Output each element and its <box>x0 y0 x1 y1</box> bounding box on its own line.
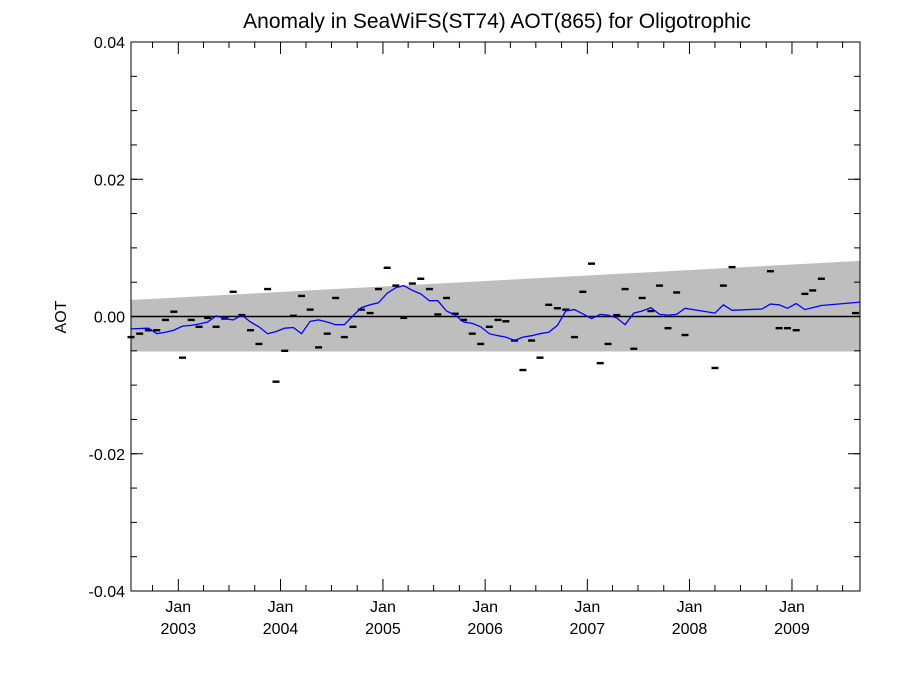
x-tick-label-year: 2006 <box>467 621 503 638</box>
y-tick-label: 0.02 <box>94 172 125 189</box>
x-tick-label-month: Jan <box>268 599 294 616</box>
y-axis-label: AOT <box>53 300 70 333</box>
x-tick-label-month: Jan <box>574 599 600 616</box>
chart-title: Anomaly in SeaWiFS(ST74) AOT(865) for Ol… <box>243 10 751 33</box>
x-tick-label-year: 2005 <box>365 621 401 638</box>
x-tick-label-month: Jan <box>779 599 805 616</box>
y-tick-label: -0.02 <box>89 447 126 464</box>
plot-area: 0.04 0.02 0.00 -0.02 -0.04 Jan 2003 Jan 2004 Jan 2… <box>89 35 861 638</box>
x-tick-label-month: Jan <box>370 599 396 616</box>
y-tick-label: 0.04 <box>94 35 125 52</box>
x-tick-label-year: 2008 <box>672 621 708 638</box>
x-tick-label-year: 2004 <box>263 621 299 638</box>
x-tick-label-month: Jan <box>677 599 703 616</box>
x-tick-label-year: 2003 <box>161 621 197 638</box>
y-tick-label: -0.04 <box>89 584 126 601</box>
x-tick-label-year: 2007 <box>570 621 606 638</box>
x-tick-label-month: Jan <box>165 599 191 616</box>
y-tick-label: 0.00 <box>94 310 125 327</box>
series-line <box>130 284 861 342</box>
uncertainty-band <box>131 260 860 352</box>
x-tick-label-year: 2009 <box>774 621 810 638</box>
x-tick-label-month: Jan <box>472 599 498 616</box>
